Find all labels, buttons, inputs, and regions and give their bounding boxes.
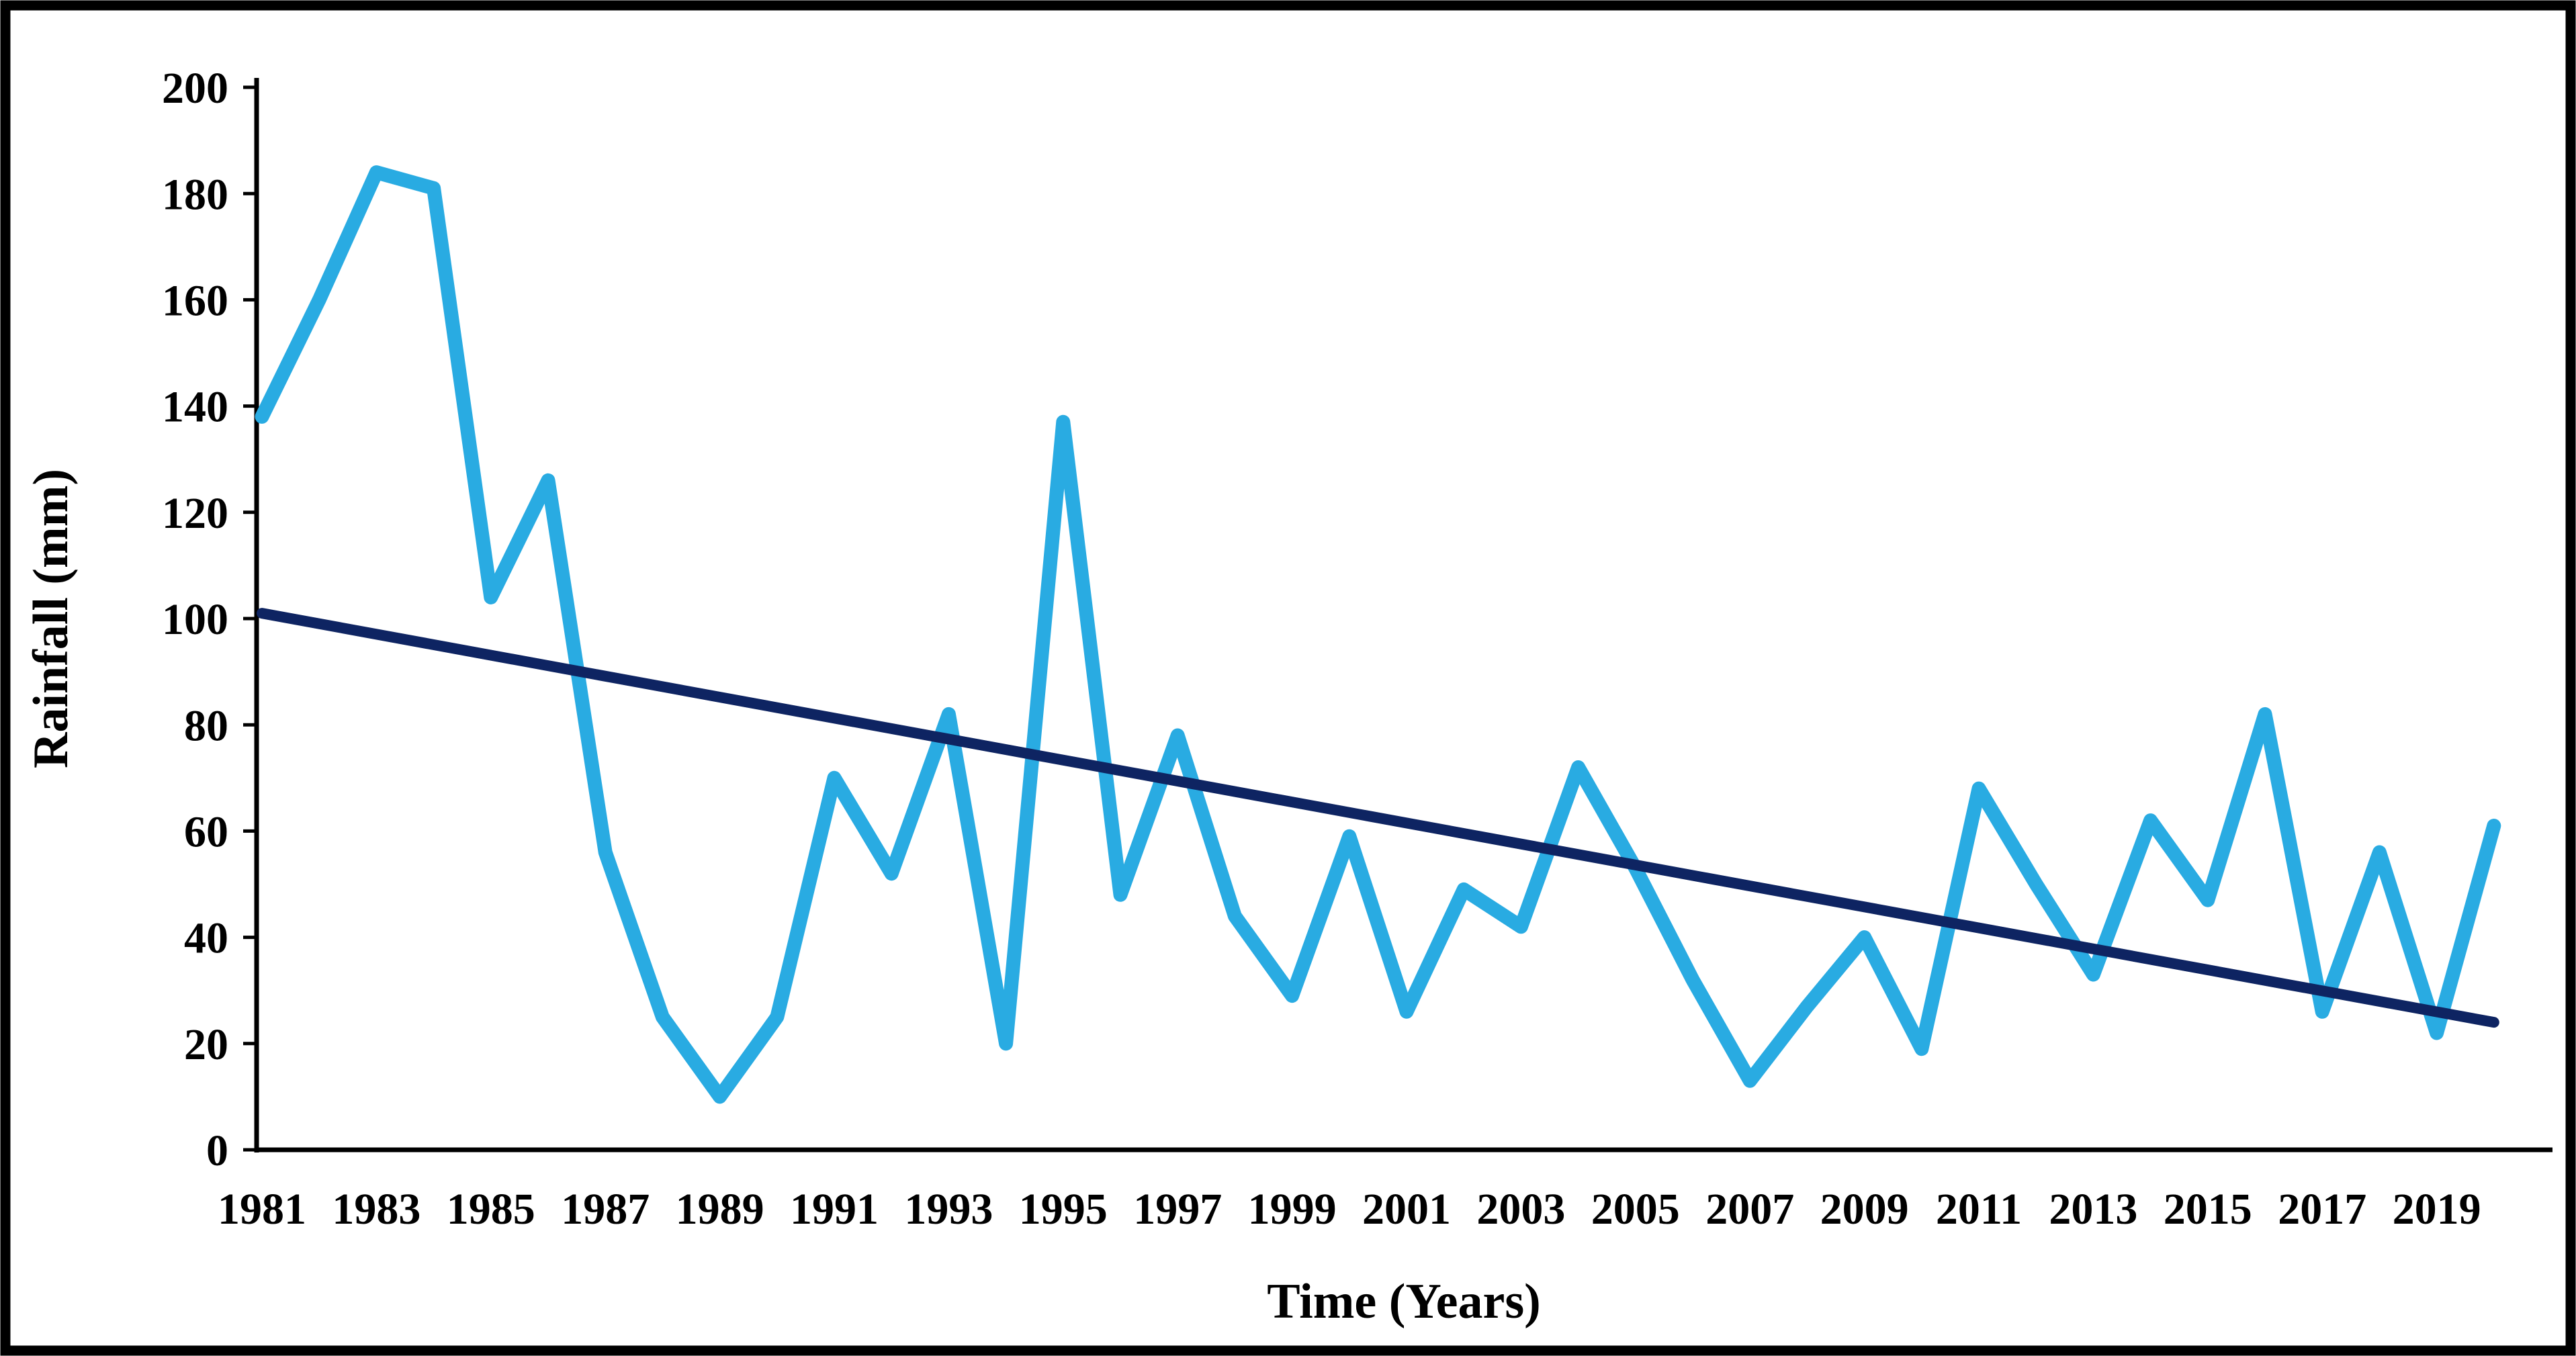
data-series: [255, 165, 2501, 1104]
x-tick-label: 2003: [1476, 1185, 1565, 1234]
y-tick-label: 40: [184, 914, 228, 963]
x-tick-label: 1993: [904, 1185, 993, 1234]
x-tick-label: 2017: [2278, 1185, 2366, 1234]
x-tick-label: 1999: [1248, 1185, 1337, 1234]
y-tick-label: 120: [162, 489, 228, 538]
x-tick-label: 1981: [218, 1185, 306, 1234]
axis-ticks: [243, 85, 257, 1152]
y-tick-label: 200: [162, 64, 228, 113]
x-tick-label: 1997: [1133, 1185, 1222, 1234]
x-tick-label: 1989: [676, 1185, 764, 1234]
x-tick-label: 1995: [1019, 1185, 1108, 1234]
y-tick-label: 80: [184, 701, 228, 750]
y-tick-label: 140: [162, 383, 228, 432]
x-tick-label: 2019: [2393, 1185, 2481, 1234]
x-tick-label: 2007: [1705, 1185, 1794, 1234]
x-tick-label: 2015: [2164, 1185, 2252, 1234]
y-tick-label: 100: [162, 595, 228, 644]
y-tick-label: 20: [184, 1020, 228, 1069]
y-tick-label: 0: [206, 1126, 228, 1175]
rainfall-series-line: [255, 165, 2501, 1104]
y-tick-label: 180: [162, 170, 228, 219]
x-tick-label: 1987: [561, 1185, 650, 1234]
x-tick-label: 1983: [332, 1185, 420, 1234]
x-tick-label: 2001: [1362, 1185, 1451, 1234]
axes: [254, 78, 2552, 1152]
x-tick-label: 1985: [447, 1185, 535, 1234]
x-tick-label: 2013: [2049, 1185, 2137, 1234]
y-axis-title: Rainfall (mm): [24, 469, 79, 768]
x-tick-label: 1991: [790, 1185, 879, 1234]
x-tick-label: 2005: [1591, 1185, 1680, 1234]
trend-line: [257, 608, 2499, 1028]
x-axis-title: Time (Years): [1267, 1274, 1541, 1329]
axis-tick-labels: 0 20 40 60 80 100 120 140 160 180 200 1981 1983 1985 1…: [162, 64, 2481, 1234]
x-tick-label: 2009: [1820, 1185, 1909, 1234]
x-tick-label: 2011: [1936, 1185, 2022, 1234]
y-tick-label: 160: [162, 277, 228, 326]
y-tick-label: 60: [184, 808, 228, 857]
